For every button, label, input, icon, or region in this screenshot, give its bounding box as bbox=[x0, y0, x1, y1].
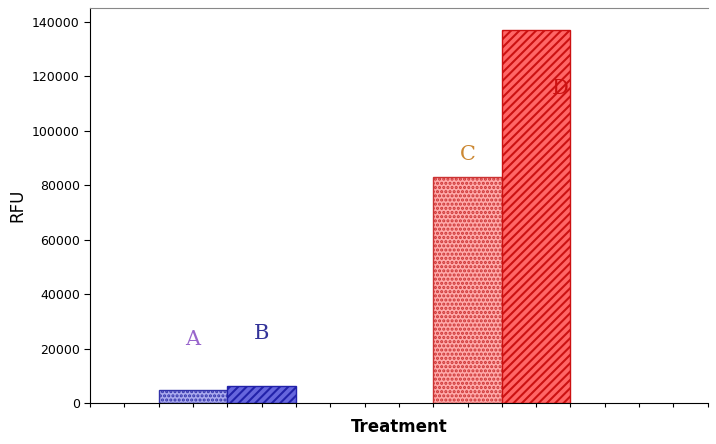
Text: C: C bbox=[460, 145, 475, 163]
Bar bbox=[159, 389, 228, 403]
Bar bbox=[228, 385, 296, 403]
Text: A: A bbox=[185, 330, 200, 349]
Bar bbox=[502, 30, 571, 403]
Text: D: D bbox=[552, 79, 569, 98]
Bar bbox=[433, 177, 502, 403]
X-axis label: Treatment: Treatment bbox=[351, 418, 448, 436]
Text: B: B bbox=[254, 324, 269, 343]
Y-axis label: RFU: RFU bbox=[9, 189, 26, 222]
